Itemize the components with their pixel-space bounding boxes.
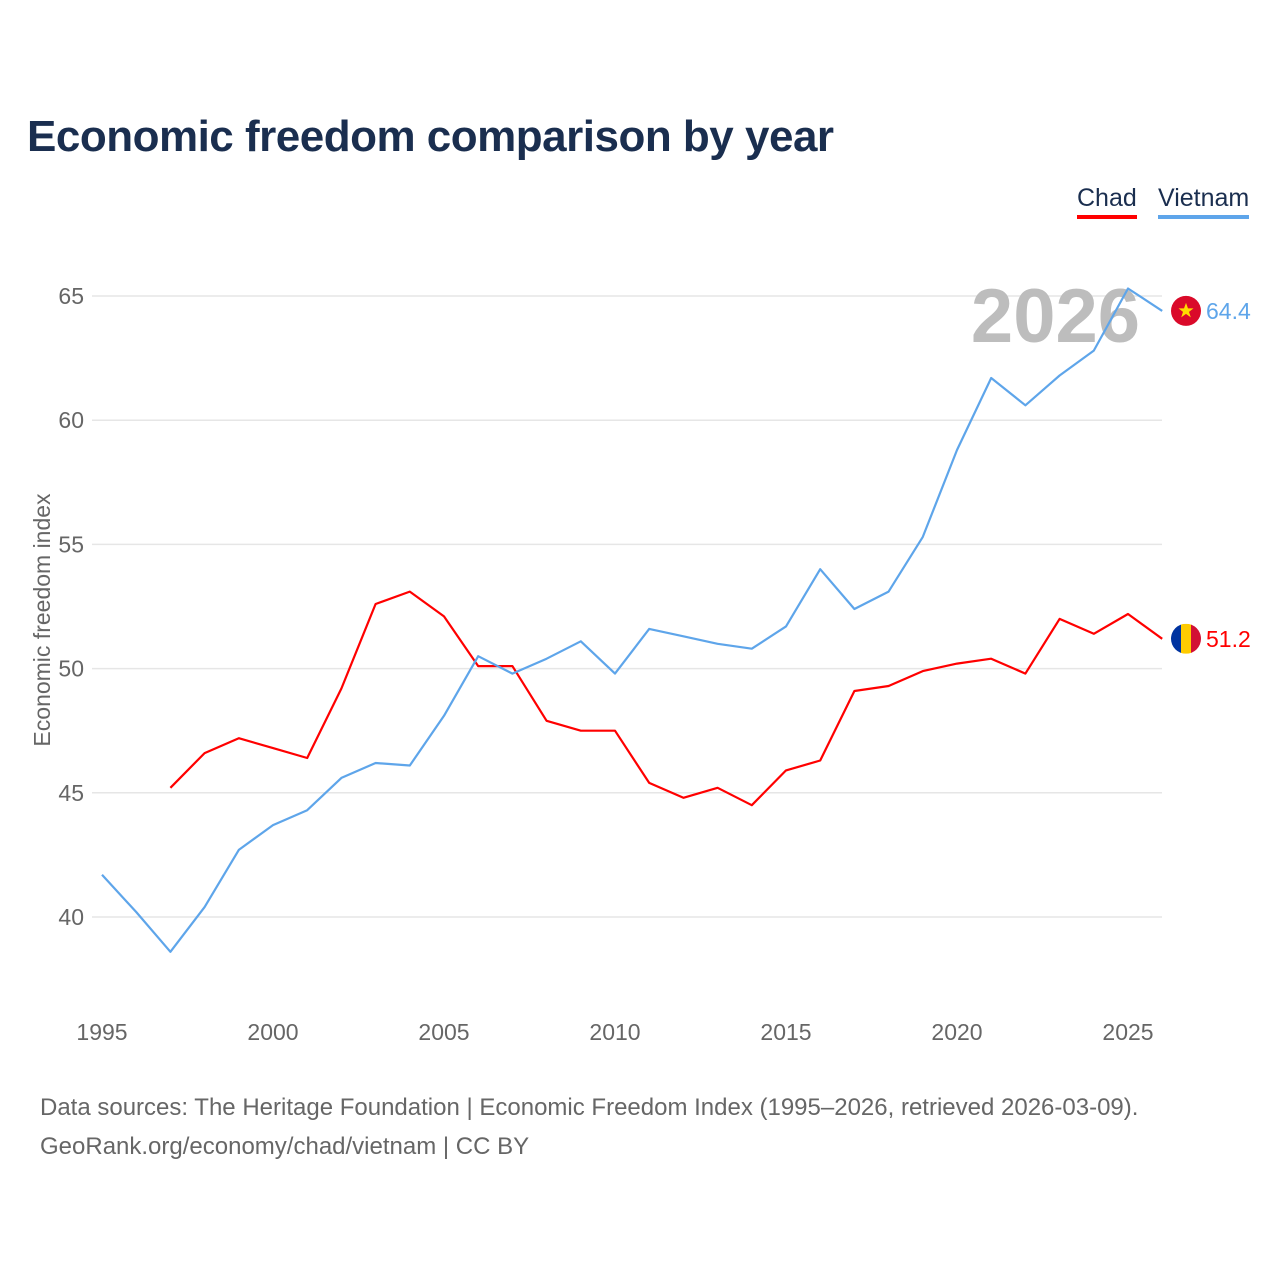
source-text: Data sources: The Heritage Foundation | … — [40, 1094, 1139, 1121]
x-tick-label: 2000 — [247, 1019, 298, 1045]
y-tick-label: 55 — [58, 531, 84, 557]
end-value-label: 64.4 — [1206, 298, 1251, 324]
y-axis-label: Economic freedom index — [29, 493, 55, 747]
flag-star-icon — [1178, 302, 1194, 318]
x-tick-label: 2020 — [931, 1019, 982, 1045]
x-tick-label: 2025 — [1102, 1019, 1153, 1045]
x-tick-label: 1995 — [76, 1019, 127, 1045]
series-line-chad — [169, 590, 1163, 807]
attribution-text: GeoRank.org/economy/chad/vietnam | CC BY — [40, 1133, 530, 1160]
y-tick-label: 65 — [58, 283, 84, 309]
series-line-vietnam — [101, 287, 1163, 953]
flag-stripe — [1181, 623, 1192, 654]
y-tick-label: 45 — [58, 780, 84, 806]
end-value-label: 51.2 — [1206, 626, 1251, 652]
y-tick-label: 40 — [58, 904, 84, 930]
x-tick-label: 2005 — [418, 1019, 469, 1045]
year-watermark: 2026 — [971, 274, 1140, 359]
footer: Data sources: The Heritage Foundation | … — [40, 1088, 1138, 1166]
flag-stripe — [1171, 623, 1182, 654]
chad-flag-icon — [1171, 623, 1201, 654]
x-tick-label: 2010 — [589, 1019, 640, 1045]
y-tick-label: 60 — [58, 407, 84, 433]
flag-stripe — [1191, 623, 1201, 654]
y-tick-label: 50 — [58, 656, 84, 682]
chart-title: Economic freedom comparison by year — [27, 112, 834, 161]
x-tick-label: 2015 — [760, 1019, 811, 1045]
legend-vietnam[interactable]: Vietnam — [1158, 184, 1250, 219]
legend-chad[interactable]: Chad — [1077, 184, 1137, 219]
